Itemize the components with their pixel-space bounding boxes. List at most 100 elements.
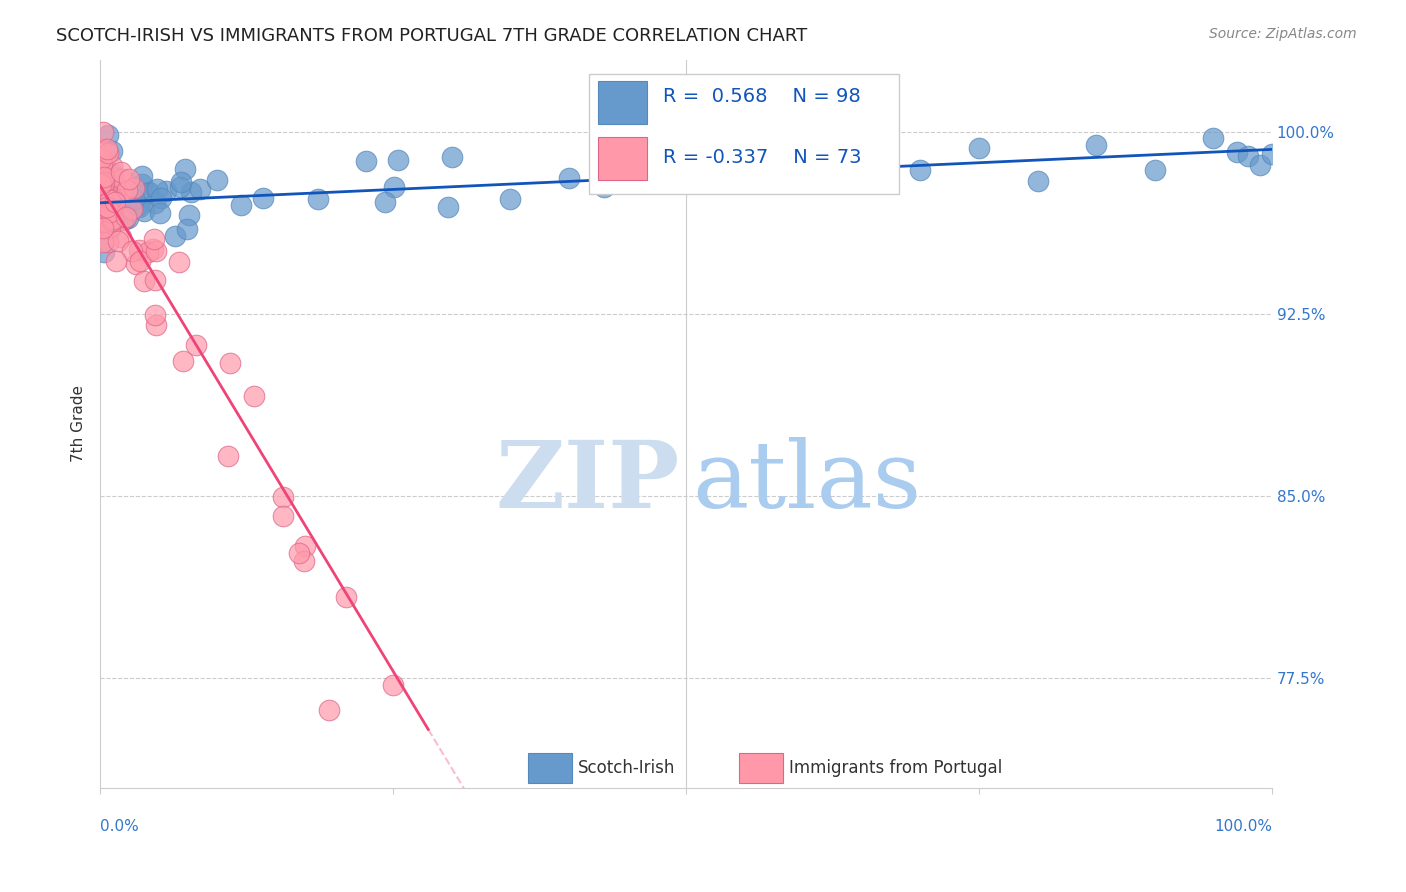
Point xyxy=(1202,130,1225,145)
Point xyxy=(169,175,191,189)
Text: SCOTCH-IRISH VS IMMIGRANTS FROM PORTUGAL 7TH GRADE CORRELATION CHART: SCOTCH-IRISH VS IMMIGRANTS FROM PORTUGAL… xyxy=(56,27,807,45)
Point xyxy=(117,211,139,226)
Point xyxy=(90,156,112,170)
Point xyxy=(172,353,194,368)
Point xyxy=(90,215,112,229)
Point xyxy=(307,192,329,206)
Point xyxy=(107,234,129,248)
Point xyxy=(169,180,191,194)
Point xyxy=(90,176,112,190)
Point xyxy=(143,308,166,322)
Point xyxy=(96,176,118,190)
Point xyxy=(107,210,129,224)
Point xyxy=(382,678,405,692)
Point xyxy=(129,254,152,268)
Point xyxy=(90,204,112,219)
Point xyxy=(94,220,117,235)
Point xyxy=(91,194,114,209)
Point xyxy=(205,173,228,187)
Point xyxy=(114,210,136,224)
Point xyxy=(90,190,112,204)
Point xyxy=(96,200,118,214)
Point xyxy=(98,189,121,203)
Point xyxy=(143,196,166,211)
Point xyxy=(91,178,114,192)
Point xyxy=(110,183,132,197)
Point xyxy=(112,186,135,201)
Point xyxy=(97,128,120,142)
Point xyxy=(91,198,114,212)
Point xyxy=(114,212,136,227)
Point xyxy=(101,213,124,227)
Point xyxy=(910,163,932,178)
Point xyxy=(115,195,138,210)
Point xyxy=(104,191,127,205)
Point xyxy=(184,338,207,352)
Point xyxy=(128,243,150,257)
Point xyxy=(94,211,117,225)
Point xyxy=(110,187,132,202)
Point xyxy=(97,235,120,249)
Point xyxy=(131,177,153,191)
Point xyxy=(98,187,121,202)
Point xyxy=(851,159,873,173)
Point xyxy=(93,174,115,188)
Point xyxy=(243,389,266,403)
FancyBboxPatch shape xyxy=(589,74,900,194)
Point xyxy=(1085,137,1108,152)
Point xyxy=(1237,148,1260,162)
Point xyxy=(105,254,128,268)
Point xyxy=(90,177,112,191)
Point xyxy=(94,164,117,178)
Point xyxy=(145,244,167,259)
Text: Source: ZipAtlas.com: Source: ZipAtlas.com xyxy=(1209,27,1357,41)
Text: 0.0%: 0.0% xyxy=(100,819,139,834)
Point xyxy=(90,169,112,183)
Point xyxy=(219,356,242,370)
Point xyxy=(110,164,132,178)
Point xyxy=(143,273,166,287)
Text: Immigrants from Portugal: Immigrants from Portugal xyxy=(789,759,1002,777)
Point xyxy=(174,162,197,177)
Point xyxy=(1226,145,1249,159)
FancyBboxPatch shape xyxy=(527,754,572,782)
Point xyxy=(91,222,114,236)
Point xyxy=(91,125,114,139)
Point xyxy=(93,169,115,184)
Point xyxy=(155,184,177,198)
Point xyxy=(91,177,114,191)
Point xyxy=(93,213,115,227)
Point xyxy=(132,274,155,288)
Point xyxy=(640,150,662,164)
Text: R = -0.337    N = 73: R = -0.337 N = 73 xyxy=(662,148,860,168)
Point xyxy=(145,182,167,196)
Point xyxy=(136,245,159,260)
Point xyxy=(440,150,463,164)
Point xyxy=(104,194,127,209)
Point xyxy=(91,184,114,198)
Point xyxy=(91,172,114,186)
Point xyxy=(1026,174,1049,188)
Point xyxy=(117,172,139,186)
Point xyxy=(90,180,112,194)
Point xyxy=(90,177,112,191)
Point xyxy=(271,509,294,524)
Point xyxy=(91,202,114,216)
Point xyxy=(142,242,165,256)
Point xyxy=(100,186,122,201)
Point xyxy=(967,141,990,155)
Point xyxy=(98,193,121,207)
Point xyxy=(149,206,172,220)
Point xyxy=(98,200,121,214)
Point xyxy=(103,201,125,215)
Point xyxy=(143,231,166,245)
Point xyxy=(122,192,145,206)
Point xyxy=(145,318,167,332)
Point xyxy=(111,213,134,227)
Point xyxy=(176,222,198,236)
Text: atlas: atlas xyxy=(692,437,921,527)
Point xyxy=(132,204,155,219)
Point xyxy=(558,170,581,185)
Point xyxy=(180,185,202,199)
Y-axis label: 7th Grade: 7th Grade xyxy=(72,385,86,462)
